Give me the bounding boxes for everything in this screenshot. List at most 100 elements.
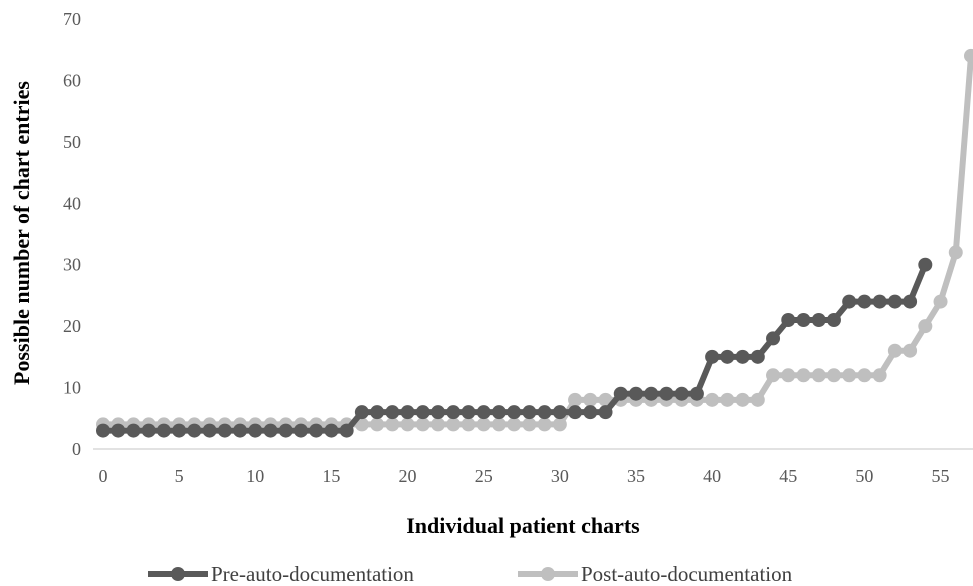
data-point: [217, 423, 232, 438]
data-point: [293, 423, 308, 438]
data-point: [903, 343, 918, 358]
data-point: [476, 405, 491, 420]
y-tick-label: 10: [63, 378, 81, 398]
data-point: [461, 405, 476, 420]
data-point: [750, 349, 765, 364]
data-point: [750, 392, 765, 407]
data-point: [918, 319, 933, 334]
data-point: [415, 417, 430, 432]
data-point: [446, 405, 461, 420]
data-point: [156, 423, 171, 438]
series-layer: [96, 48, 973, 438]
data-point: [522, 405, 537, 420]
data-point: [522, 417, 537, 432]
data-point: [172, 423, 187, 438]
x-tick-label: 40: [703, 466, 721, 486]
x-tick-label: 45: [779, 466, 797, 486]
data-point: [644, 386, 659, 401]
data-point: [842, 294, 857, 309]
data-point: [659, 386, 674, 401]
y-tick-label: 20: [63, 316, 81, 336]
y-tick-label: 40: [63, 193, 81, 213]
data-point: [263, 423, 278, 438]
data-point: [918, 257, 933, 272]
data-point: [781, 368, 796, 383]
data-point: [400, 405, 415, 420]
data-point: [628, 386, 643, 401]
data-point: [568, 405, 583, 420]
legend-marker-pre: [171, 567, 185, 581]
x-axis-ticks: 0 5 10 15 20 25 30 35 40 45 50 55: [99, 466, 950, 486]
data-point: [826, 313, 841, 327]
x-tick-label: 15: [322, 466, 340, 486]
data-point: [689, 386, 704, 401]
x-tick-label: 50: [855, 466, 873, 486]
data-point: [842, 368, 857, 383]
data-point: [857, 294, 872, 309]
data-point: [781, 313, 796, 327]
y-tick-label: 70: [63, 9, 81, 29]
data-point: [872, 368, 887, 383]
data-point: [96, 423, 110, 438]
data-point: [126, 423, 141, 438]
x-tick-label: 35: [627, 466, 645, 486]
legend-label-pre: Pre-auto-documentation: [211, 562, 414, 586]
data-point: [872, 294, 887, 309]
data-point: [735, 349, 750, 364]
data-point: [705, 392, 720, 407]
data-point: [187, 423, 202, 438]
data-point: [766, 331, 781, 346]
data-point: [202, 423, 217, 438]
data-point: [324, 423, 339, 438]
data-point: [811, 313, 826, 327]
data-point: [796, 368, 811, 383]
legend-item-post: Post-auto-documentation: [518, 562, 793, 586]
x-tick-label: 25: [475, 466, 493, 486]
data-point: [461, 417, 476, 432]
data-point: [735, 392, 750, 407]
data-point: [887, 343, 902, 358]
x-tick-label: 55: [932, 466, 950, 486]
data-point: [491, 405, 506, 420]
data-point: [111, 423, 126, 438]
legend: Pre-auto-documentation Post-auto-documen…: [148, 562, 793, 586]
y-tick-label: 60: [63, 70, 81, 90]
data-point: [674, 386, 689, 401]
data-point: [720, 392, 735, 407]
series-post: [96, 48, 973, 432]
data-point: [811, 368, 826, 383]
data-point: [568, 392, 583, 407]
data-point: [354, 405, 369, 420]
legend-label-post: Post-auto-documentation: [581, 562, 793, 586]
data-point: [141, 423, 156, 438]
y-axis-title: Possible number of chart entries: [9, 81, 34, 385]
x-axis-title: Individual patient charts: [406, 513, 640, 538]
data-point: [613, 386, 628, 401]
data-point: [583, 405, 598, 420]
data-point: [766, 368, 781, 383]
data-point: [415, 405, 430, 420]
data-point: [309, 423, 324, 438]
data-point: [796, 313, 811, 327]
data-point: [583, 392, 598, 407]
y-tick-label: 30: [63, 255, 81, 275]
data-point: [278, 423, 293, 438]
y-tick-label: 0: [72, 439, 81, 459]
legend-item-pre: Pre-auto-documentation: [148, 562, 414, 586]
data-point: [720, 349, 735, 364]
data-point: [552, 405, 567, 420]
data-point: [385, 405, 400, 420]
data-point: [537, 405, 552, 420]
data-point: [233, 423, 248, 438]
data-point: [370, 417, 385, 432]
x-tick-label: 10: [246, 466, 264, 486]
data-point: [964, 48, 973, 63]
data-point: [705, 349, 720, 364]
data-point: [491, 417, 506, 432]
data-point: [507, 405, 522, 420]
data-point: [248, 423, 263, 438]
data-point: [887, 294, 902, 309]
data-point: [400, 417, 415, 432]
series-line: [103, 55, 973, 428]
x-tick-label: 20: [399, 466, 417, 486]
